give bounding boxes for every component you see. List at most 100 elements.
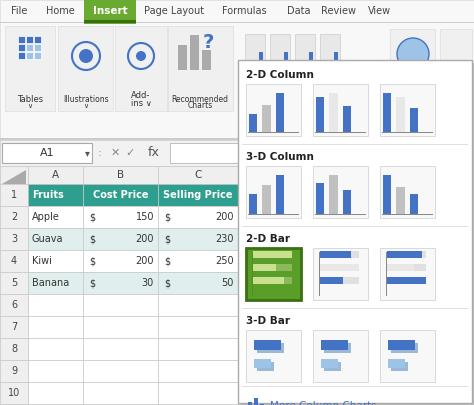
Bar (28, 294, 83, 316)
Bar (253, 251, 292, 258)
Bar (241, 63, 474, 405)
Bar (238, 382, 263, 404)
Bar (319, 277, 359, 284)
Bar (328, 62, 332, 87)
Bar (0, 360, 28, 382)
Bar (158, 272, 238, 294)
Bar (83, 250, 158, 272)
Bar (322, 72, 326, 87)
Bar (0, 138, 474, 140)
Bar (334, 52, 338, 87)
Bar (0, 294, 28, 316)
Bar (28, 228, 83, 250)
Text: Banana: Banana (32, 278, 69, 288)
Text: $: $ (164, 212, 170, 222)
Bar (254, 340, 281, 350)
Text: Guava: Guava (32, 234, 64, 244)
Bar (391, 343, 418, 353)
Bar (238, 60, 472, 403)
Bar (319, 264, 359, 271)
Bar (158, 382, 238, 404)
Bar (253, 277, 292, 284)
Bar (260, 404, 264, 405)
Text: $: $ (164, 234, 170, 244)
Bar (0, 338, 28, 360)
Bar (246, 166, 301, 218)
Bar (245, 34, 265, 89)
Text: Cost Price: Cost Price (93, 190, 148, 200)
Bar (387, 277, 426, 284)
Bar (238, 184, 263, 206)
Text: Tours: Tours (445, 87, 467, 96)
Text: $: $ (240, 212, 246, 222)
Text: $: $ (89, 278, 95, 288)
Text: B: B (117, 170, 124, 180)
Bar (0, 166, 28, 184)
Text: 1: 1 (11, 190, 17, 200)
Text: $: $ (164, 278, 170, 288)
Bar (28, 338, 83, 360)
Bar (238, 206, 263, 228)
Bar (0, 184, 28, 206)
Text: 50: 50 (222, 278, 234, 288)
Text: 230: 230 (216, 234, 234, 244)
Bar (84, 20, 136, 23)
Bar (238, 250, 263, 272)
Bar (313, 166, 368, 218)
Bar (257, 362, 274, 371)
Bar (383, 93, 391, 132)
Bar (343, 107, 352, 132)
Bar (253, 264, 292, 271)
Bar (18, 44, 25, 51)
Bar (387, 251, 426, 258)
Bar (115, 26, 167, 111)
Bar (34, 52, 41, 59)
Text: $: $ (240, 256, 246, 266)
Text: Kiwi: Kiwi (32, 256, 52, 266)
Text: $: $ (89, 234, 95, 244)
Text: ∨: ∨ (83, 103, 89, 109)
Bar (238, 294, 263, 316)
Text: 30: 30 (142, 278, 154, 288)
Bar (319, 251, 351, 258)
Bar (315, 132, 366, 133)
Bar (26, 36, 33, 43)
Text: Page Layout: Page Layout (144, 6, 204, 16)
Bar (440, 29, 472, 89)
Bar (0, 206, 28, 228)
Bar (396, 97, 405, 132)
Text: 8: 8 (11, 344, 17, 354)
Bar (158, 338, 238, 360)
Text: 10: 10 (8, 388, 20, 398)
Bar (158, 250, 238, 272)
Text: $: $ (240, 278, 246, 288)
Bar (246, 84, 301, 136)
Bar (254, 398, 258, 405)
Bar (257, 343, 283, 353)
Bar (34, 44, 41, 51)
Bar (270, 34, 290, 89)
Bar (28, 250, 83, 272)
Bar (238, 316, 263, 338)
Bar (276, 175, 284, 214)
Bar (252, 252, 253, 296)
Bar (168, 26, 233, 111)
Bar (303, 62, 307, 87)
Bar (83, 184, 158, 206)
Bar (383, 175, 391, 214)
Text: File: File (11, 6, 27, 16)
Text: 150: 150 (136, 212, 154, 222)
Bar (238, 166, 258, 184)
Bar (253, 264, 276, 271)
Bar (28, 404, 83, 405)
Bar (284, 52, 288, 87)
Circle shape (136, 51, 146, 61)
Bar (58, 26, 113, 111)
Bar (238, 272, 263, 294)
Bar (297, 72, 301, 87)
Bar (242, 226, 468, 227)
Bar (18, 36, 25, 43)
Bar (248, 132, 299, 133)
Bar (388, 359, 405, 369)
Bar (388, 340, 415, 350)
